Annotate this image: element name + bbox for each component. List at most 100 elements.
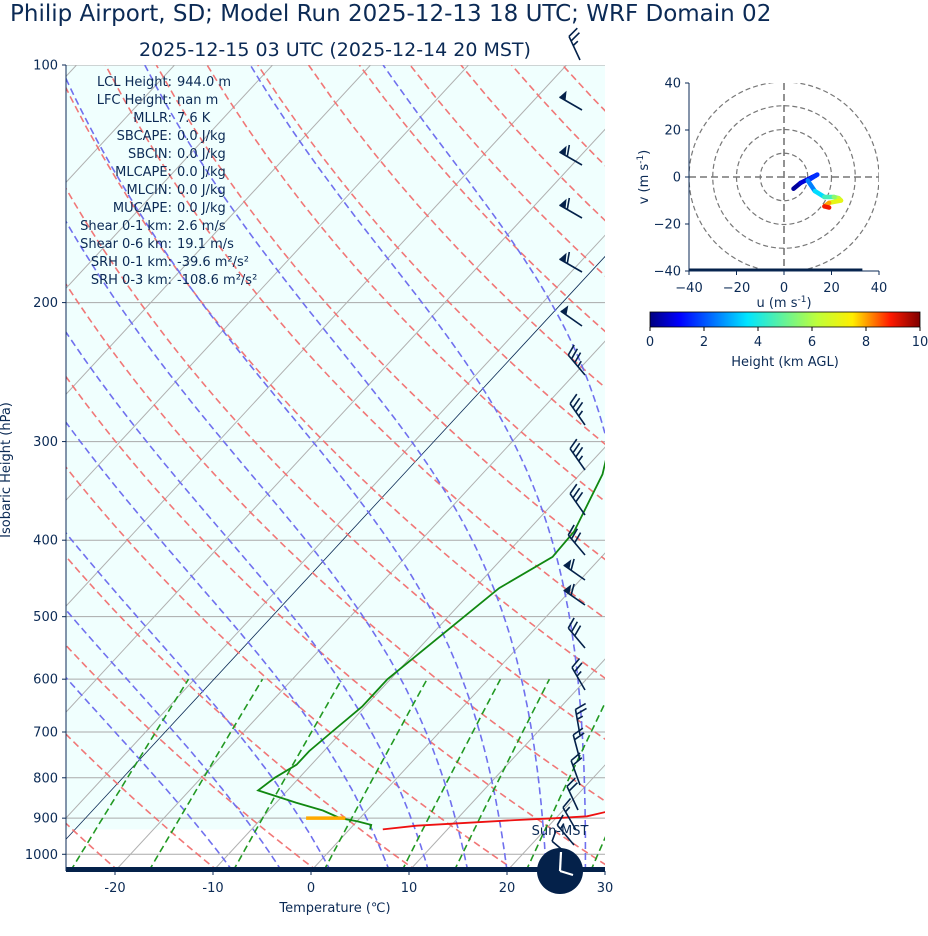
wind-barb [559, 90, 583, 111]
wind-barb [562, 798, 577, 831]
dry-adiabat [66, 465, 517, 871]
x-axis-label: Temperature (℃) [278, 901, 390, 916]
hodo-y-tick-label: 0 [673, 171, 681, 186]
dry-adiabat [66, 282, 605, 803]
stat-value: -108.6 m²/s² [177, 273, 257, 288]
colorbar-tick-label: 4 [754, 335, 762, 350]
stat-value: 0.0 J/kg [177, 201, 226, 216]
dry-adiabat [66, 186, 605, 741]
mixing-ratio-line [525, 701, 605, 871]
moist-adiabat [382, 65, 605, 437]
stat-label: SBCAPE: [117, 129, 172, 144]
hodo-x-tick-label: −20 [723, 281, 750, 296]
hodo-x-tick-label: −40 [675, 281, 702, 296]
colorbar-tick-label: 2 [700, 335, 708, 350]
hodo-y-tick-label: −40 [654, 265, 681, 280]
isotherm-line [310, 552, 605, 871]
y-tick-label: 500 [33, 610, 58, 625]
isotherm-line [66, 65, 469, 501]
stat-value: -39.6 m²/s² [177, 255, 249, 270]
stat-label: Shear 0-1 km: [80, 219, 172, 234]
reference-isotherm [66, 255, 605, 840]
hodo-x-tick-label: 0 [780, 281, 788, 296]
hodo-y-label: v (m s-1) [636, 150, 652, 205]
x-tick-label: -10 [202, 881, 223, 896]
isotherm-line [66, 65, 273, 290]
stat-value: 2.6 m/s [177, 219, 226, 234]
surface-bar [66, 867, 605, 872]
dry-adiabat [104, 65, 605, 620]
stat-label: SRH 0-3 km: [91, 273, 172, 288]
colorbar-tick-label: 10 [912, 335, 928, 350]
dry-adiabat [561, 65, 605, 112]
hodo-segment [822, 204, 832, 210]
colorbar-tick-label: 6 [808, 335, 816, 350]
moist-adiabat [66, 421, 391, 871]
hodo-x-label: u (m s-1) [756, 295, 811, 311]
wind-barb [571, 658, 586, 691]
colorbar-tick-label: 0 [646, 335, 654, 350]
wind-barb [556, 814, 575, 846]
hodo-y-tick-label: 40 [664, 77, 681, 92]
x-tick-label: 0 [307, 881, 315, 896]
stat-value: 0.0 J/kg [177, 147, 226, 162]
y-tick-label: 700 [33, 726, 58, 741]
dry-adiabat [206, 65, 605, 503]
hodo-x-tick-label: 40 [871, 281, 888, 296]
y-tick-label: 1000 [25, 848, 58, 863]
stat-value: 0.0 J/kg [177, 183, 226, 198]
mixing-ratio-line [322, 678, 428, 871]
dry-adiabat [613, 65, 928, 871]
y-tick-label: 100 [33, 59, 58, 74]
wind-barb [559, 251, 583, 273]
wind-barb [567, 617, 586, 649]
wind-barb [572, 727, 585, 761]
y-tick-label: 300 [33, 435, 58, 450]
wind-barb [567, 524, 586, 556]
stat-label: MLLR: [133, 111, 172, 126]
stat-label: SRH 0-1 km: [91, 255, 172, 270]
isotherm-line [66, 128, 605, 713]
wind-barb [563, 583, 586, 606]
height-colorbar: 0 2 4 6 8 10 Height (km AGL) [646, 311, 928, 370]
temperature-profile [382, 811, 605, 831]
y-tick-label: 900 [33, 812, 58, 827]
stat-value: 944.0 m [177, 75, 231, 90]
wind-barb [569, 438, 586, 471]
dry-adiabat [715, 65, 928, 871]
dry-adiabat [66, 86, 605, 680]
hodo-x-tick-label: 20 [823, 281, 840, 296]
x-tick-label: -20 [104, 881, 125, 896]
stat-label: Shear 0-6 km: [80, 237, 172, 252]
mixing-ratio-line [589, 836, 605, 871]
stat-label: MUCAPE: [113, 201, 172, 216]
stat-label: LFC Height: [97, 93, 172, 108]
colorbar-tick-label: 8 [862, 335, 870, 350]
wind-barb [570, 752, 583, 786]
stat-value: 19.1 m/s [177, 237, 234, 252]
moist-adiabat [249, 65, 587, 871]
wind-barb [563, 558, 586, 581]
stat-label: LCL Height: [97, 75, 172, 90]
stat-label: MLCIN: [127, 183, 172, 198]
wind-barb [569, 483, 586, 516]
isotherm-line [66, 234, 605, 819]
hodo-plot-area [689, 83, 879, 271]
mixing-ratio-line [232, 678, 343, 871]
moist-adiabat [66, 676, 234, 871]
clock-label: Sun-MST [532, 824, 589, 839]
clock-icon [537, 848, 583, 894]
cape-shading [66, 65, 605, 830]
figure-subtitle: 2025-12-15 03 UTC (2025-12-14 20 MST) [139, 39, 531, 61]
figure-title: Philip Airport, SD; Model Run 2025-12-13… [10, 1, 771, 27]
stat-value: 0.0 J/kg [177, 165, 226, 180]
wind-barb [560, 305, 583, 327]
sounding-parameters: LCL Height: 944.0 m LFC Height: nan m MLLR: 7… [80, 75, 257, 288]
stat-value: 0.0 J/kg [177, 129, 226, 144]
dry-adiabat [66, 555, 418, 871]
isotherm-line [66, 65, 371, 395]
mixing-ratio-line [69, 678, 190, 871]
stat-label: MLCAPE: [115, 165, 172, 180]
x-tick-label: 30 [597, 881, 614, 896]
